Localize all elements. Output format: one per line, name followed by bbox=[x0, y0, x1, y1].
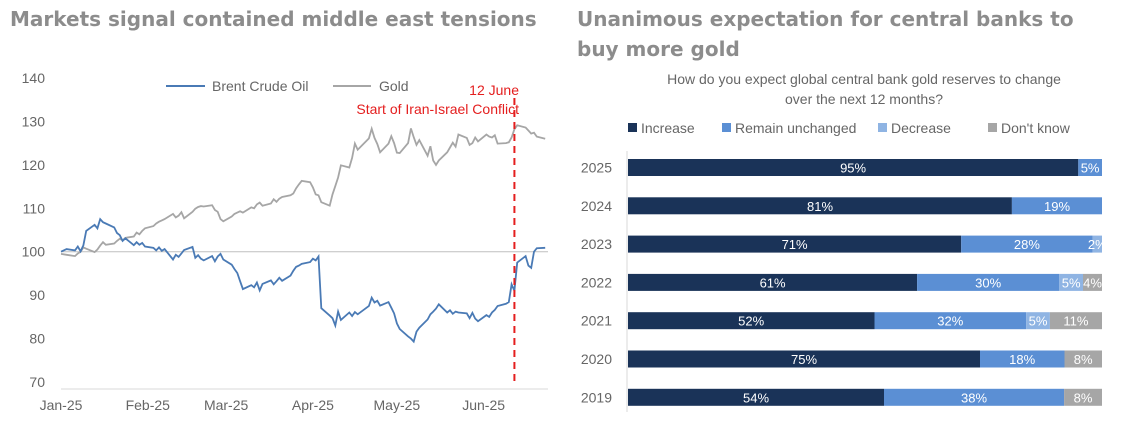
bar-value-label: 5% bbox=[1062, 275, 1081, 290]
bar-value-label: 8% bbox=[1074, 352, 1093, 367]
right-chart-title: Unanimous expectation for central banks … bbox=[577, 7, 1074, 61]
bar-value-label: 30% bbox=[975, 275, 1001, 290]
bar-segment bbox=[980, 350, 1065, 368]
bar-value-label: 19% bbox=[1044, 199, 1070, 214]
legend-label-gold: Gold bbox=[379, 78, 409, 94]
bar-segment bbox=[961, 235, 1093, 253]
bar-segment bbox=[884, 388, 1065, 406]
bar-segment bbox=[628, 312, 875, 330]
bar-value-label: 81% bbox=[807, 199, 833, 214]
category-label: 2021 bbox=[581, 313, 612, 329]
legend-label: Increase bbox=[641, 120, 695, 136]
bar-value-label: 5% bbox=[1081, 161, 1100, 176]
category-label: 2019 bbox=[581, 389, 612, 405]
y-tick-label: 80 bbox=[29, 331, 45, 347]
bar-segment bbox=[1026, 312, 1050, 330]
legend-swatch bbox=[628, 123, 637, 132]
x-tick-label: Mar-25 bbox=[204, 397, 249, 413]
bar-row-2024: 2024 81% 19% bbox=[581, 197, 1102, 215]
bar-chart-subtitle-line-1: How do you expect global central bank go… bbox=[667, 71, 1061, 87]
legend-label-brent: Brent Crude Oil bbox=[212, 78, 308, 94]
bar-segment bbox=[628, 197, 1012, 215]
y-tick-label: 90 bbox=[29, 287, 45, 303]
bar-value-label: 75% bbox=[791, 352, 817, 367]
y-tick-label: 120 bbox=[22, 157, 46, 173]
x-tick-label: Apr-25 bbox=[292, 397, 334, 413]
x-tick-label: Feb-25 bbox=[126, 397, 171, 413]
bar-segment bbox=[628, 235, 962, 253]
bar-segment bbox=[1083, 273, 1102, 291]
bar-value-label: 18% bbox=[1009, 352, 1035, 367]
x-tick-label: Jan-25 bbox=[40, 397, 83, 413]
x-tick-label: Jun-25 bbox=[462, 397, 505, 413]
bar-value-label: 52% bbox=[738, 314, 764, 329]
bar-segment bbox=[628, 159, 1079, 176]
bar-value-label: 28% bbox=[1014, 237, 1040, 252]
bar-segment bbox=[1078, 159, 1102, 176]
annotation-date-label: 12 June bbox=[469, 82, 519, 98]
bar-segment bbox=[1059, 273, 1083, 291]
legend-swatch bbox=[722, 123, 731, 132]
category-label: 2023 bbox=[581, 236, 612, 252]
bar-value-label: 38% bbox=[961, 390, 987, 405]
bar-chart-legend: Increase Remain unchanged Decrease Don't kn… bbox=[628, 120, 1071, 136]
bar-segment bbox=[628, 388, 884, 406]
y-tick-label: 110 bbox=[23, 200, 46, 216]
bar-value-label: 71% bbox=[782, 237, 808, 252]
bar-segment bbox=[1049, 312, 1102, 330]
bar-segment bbox=[628, 273, 918, 291]
category-label: 2020 bbox=[581, 351, 612, 367]
bar-value-label: 4% bbox=[1083, 275, 1102, 290]
bar-row-2025: 2025 95% 5% bbox=[581, 159, 1102, 176]
line-chart-legend: Brent Crude Oil Gold bbox=[166, 78, 409, 94]
bar-value-label: 61% bbox=[760, 275, 786, 290]
bar-segment bbox=[1092, 235, 1102, 253]
bar-chart-subtitle-line-2: over the next 12 months? bbox=[785, 91, 943, 107]
bar-row-2020: 2020 75% 18% 8% bbox=[581, 350, 1102, 368]
legend-swatch bbox=[988, 123, 997, 132]
y-tick-label: 140 bbox=[22, 70, 46, 86]
bar-value-label: 2% bbox=[1088, 237, 1107, 252]
bar-row-2023: 2023 71% 28% 2% bbox=[581, 235, 1107, 253]
bar-value-label: 8% bbox=[1074, 390, 1093, 405]
legend-swatch bbox=[878, 123, 887, 132]
annotation-event-label: Start of Iran-Israel Conflict bbox=[356, 101, 519, 117]
legend-label: Decrease bbox=[891, 120, 951, 136]
legend-label: Don't know bbox=[1001, 120, 1071, 136]
bar-segment bbox=[917, 273, 1060, 291]
gold-series-line bbox=[60, 124, 546, 258]
bar-row-2022: 2022 61% 30% 5% 4% bbox=[581, 273, 1102, 291]
y-tick-label: 70 bbox=[29, 374, 45, 390]
bar-segment bbox=[628, 350, 980, 368]
bar-value-label: 95% bbox=[840, 161, 866, 176]
category-label: 2025 bbox=[581, 160, 612, 176]
brent-series-line bbox=[60, 217, 546, 344]
category-label: 2024 bbox=[581, 198, 612, 214]
x-tick-label: May-25 bbox=[374, 397, 421, 413]
y-tick-label: 100 bbox=[22, 244, 46, 260]
bar-value-label: 5% bbox=[1029, 314, 1048, 329]
bar-row-2019: 2019 54% 38% 8% bbox=[581, 388, 1102, 406]
bar-value-label: 54% bbox=[743, 390, 769, 405]
line-chart: 70 80 90 100 110 120 130 140 Jan-25 Feb-25 Mar-25… bbox=[22, 70, 548, 413]
bar-segment bbox=[1064, 388, 1102, 406]
bar-segment bbox=[1064, 350, 1102, 368]
bar-row-2021: 2021 52% 32% 5% 11% bbox=[581, 312, 1102, 330]
bar-value-label: 32% bbox=[937, 314, 963, 329]
bar-segment bbox=[1011, 197, 1102, 215]
category-label: 2022 bbox=[581, 274, 612, 290]
y-tick-label: 130 bbox=[22, 113, 46, 129]
bar-segment bbox=[874, 312, 1027, 330]
legend-label: Remain unchanged bbox=[735, 120, 856, 136]
left-chart-title: Markets signal contained middle east ten… bbox=[10, 7, 537, 31]
bar-value-label: 11% bbox=[1063, 314, 1088, 329]
